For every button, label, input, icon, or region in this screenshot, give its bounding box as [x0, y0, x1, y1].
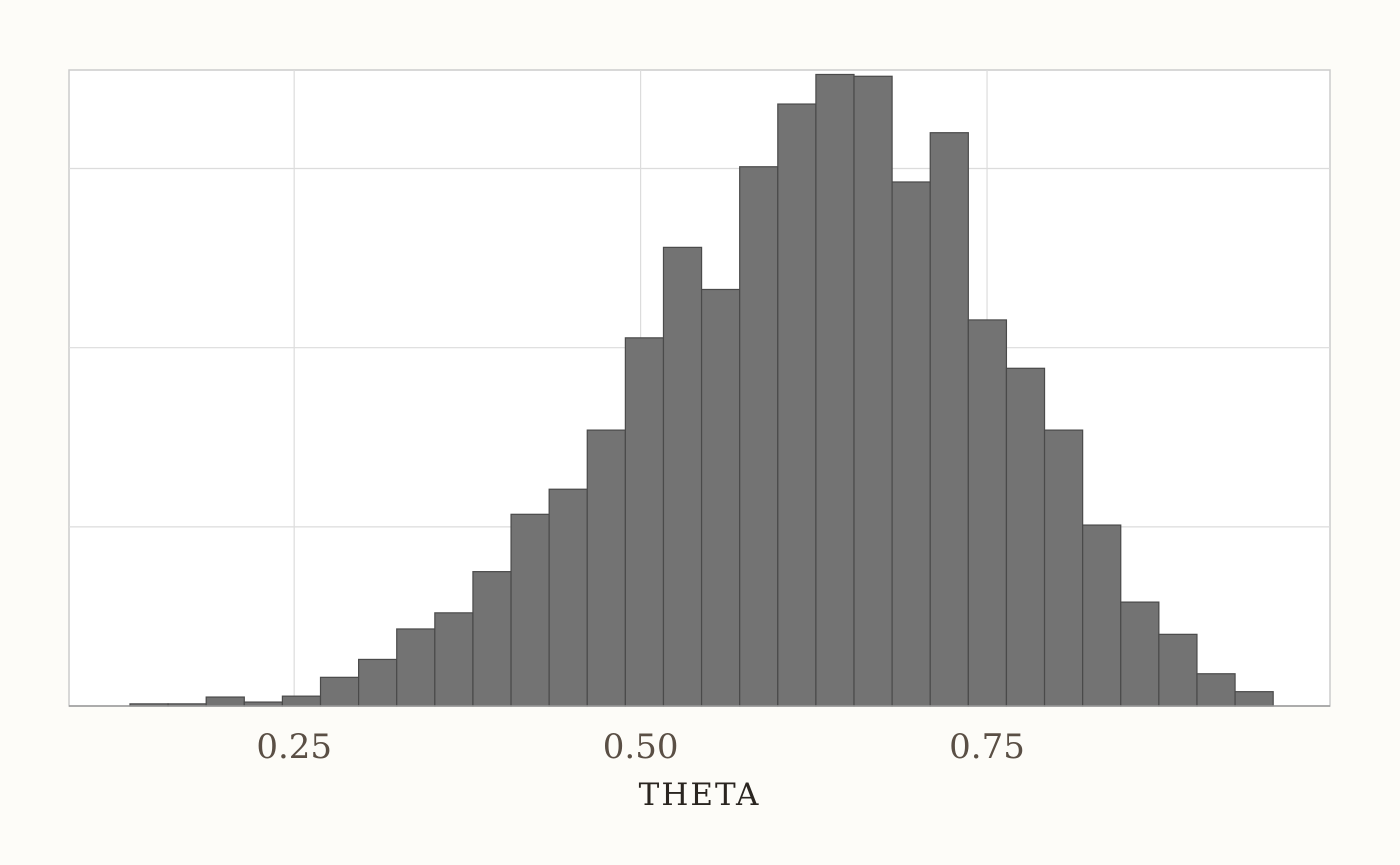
histogram-bar — [624, 337, 665, 707]
histogram-bar — [472, 571, 512, 707]
histogram-bar — [548, 488, 588, 707]
histogram-bar — [1005, 367, 1046, 707]
histogram-bar — [586, 429, 626, 707]
histogram-bar — [967, 319, 1008, 707]
histogram-bar — [777, 103, 817, 707]
x-tick-label: 0.75 — [949, 727, 1025, 767]
histogram-bar — [358, 658, 398, 707]
histogram-bar — [891, 181, 931, 707]
histogram-bar — [396, 628, 436, 707]
histogram-bar — [739, 166, 779, 707]
histogram-bar — [1158, 633, 1198, 707]
histogram-bar — [281, 695, 322, 707]
histogram-bar — [319, 676, 360, 707]
histogram-bar — [1120, 601, 1160, 707]
histogram-bar — [1234, 691, 1274, 707]
histogram-bar — [700, 288, 741, 707]
histogram-bar — [662, 246, 703, 707]
histogram-bar — [853, 75, 893, 707]
histogram-bar — [510, 513, 550, 707]
histogram-bar — [1196, 673, 1236, 707]
histogram-bar — [205, 696, 245, 707]
x-axis-title: THETA — [639, 777, 761, 813]
bars-layer — [129, 73, 1274, 707]
histogram-bar — [434, 612, 474, 707]
x-tick-label: 0.50 — [603, 727, 679, 767]
x-tick-labels: 0.25 0.50 0.75 — [256, 727, 1025, 767]
histogram-bar — [929, 132, 969, 707]
histogram-bar — [1043, 429, 1084, 707]
x-tick-label: 0.25 — [256, 727, 332, 767]
histogram-bar — [1082, 524, 1122, 707]
histogram-bar — [815, 73, 855, 707]
